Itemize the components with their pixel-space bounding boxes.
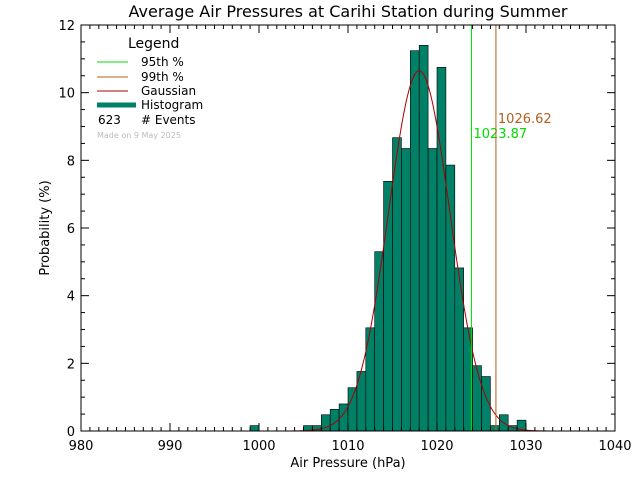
histogram-bar: [436, 66, 447, 432]
histogram-bar: [249, 425, 260, 432]
histogram-bar: [392, 137, 402, 432]
x-axis-label: Air Pressure (hPa): [290, 456, 405, 471]
y-tick-label: 12: [58, 19, 75, 34]
legend-label-gaussian: Gaussian: [141, 84, 196, 98]
gaussian-layer: [265, 70, 573, 432]
percentile-95-label: 1023.87: [473, 127, 527, 142]
y-axis-label: Probability (%): [38, 180, 53, 275]
y-tick-label: 8: [67, 154, 75, 169]
histogram-bar: [427, 148, 438, 432]
histogram-bar: [401, 148, 411, 432]
histogram-bar: [445, 164, 456, 432]
histogram-bar: [347, 387, 358, 432]
x-tick-label: 980: [69, 439, 94, 454]
histogram-bar: [418, 44, 429, 432]
legend-label-99th: 99th %: [141, 70, 184, 84]
x-tick-label: 1030: [509, 439, 542, 454]
y-tick-label: 2: [67, 357, 75, 372]
x-tick-label: 1000: [242, 439, 275, 454]
legend-events-count: 623: [98, 113, 121, 127]
x-tick-label: 1020: [420, 439, 453, 454]
histogram-bar: [454, 267, 464, 432]
x-tick-label: 1040: [598, 439, 631, 454]
legend-label-95th: 95th %: [141, 55, 184, 69]
x-tick-label: 990: [158, 439, 183, 454]
x-axis-ticks: 980 990 1000 1010 1020 1030 1040: [69, 25, 632, 454]
percentile-99-label: 1026.62: [498, 112, 552, 127]
legend-title: Legend: [128, 36, 179, 52]
y-tick-label: 10: [58, 87, 75, 102]
histogram-bar: [472, 365, 482, 432]
legend: Legend 95th % 99th % Gaussian Histogram …: [97, 36, 203, 140]
chart-title: Average Air Pressures at Carihi Station …: [129, 2, 568, 21]
histogram-bar: [409, 50, 420, 432]
y-tick-label: 0: [67, 425, 75, 440]
histogram-bars: [249, 44, 527, 432]
legend-events-label: # Events: [141, 113, 196, 127]
gaussian-curve: [265, 70, 573, 432]
legend-label-histogram: Histogram: [141, 98, 203, 112]
y-tick-label: 4: [67, 290, 75, 305]
made-on-note: Made on 9 May 2025: [97, 131, 181, 140]
x-tick-label: 1010: [331, 439, 364, 454]
y-tick-label: 6: [67, 222, 75, 237]
histogram-bar: [490, 425, 500, 432]
y-axis-ticks: 0 2 4 6 8 10 12: [58, 19, 615, 440]
